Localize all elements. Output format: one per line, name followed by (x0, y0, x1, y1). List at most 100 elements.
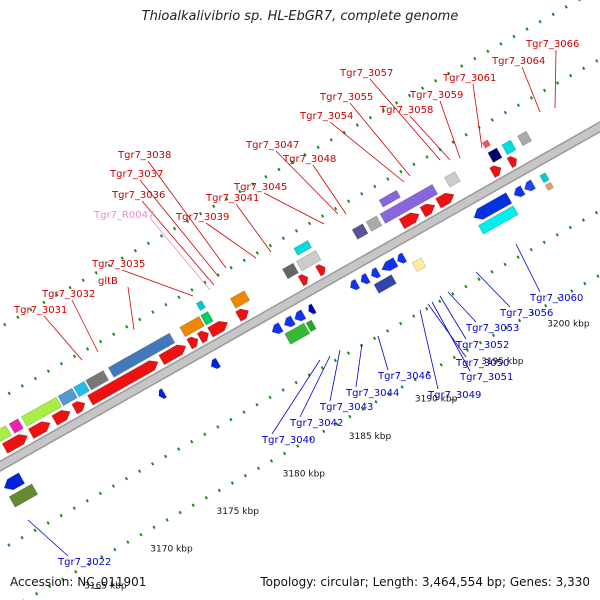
gene-feature (8, 483, 39, 508)
gene-feature (282, 262, 299, 280)
gene-feature (3, 472, 26, 491)
gene-feature (87, 360, 159, 406)
gene-feature (229, 290, 251, 309)
gene-feature (283, 315, 296, 328)
gene-feature (235, 308, 249, 322)
gene-label-reverse: Tgr7_3060 (529, 293, 583, 304)
gene-label-forward: Tgr7_3055 (319, 92, 373, 103)
gene-feature (473, 192, 513, 220)
gene-feature (158, 344, 187, 366)
gene-feature (481, 139, 491, 149)
callout-line (329, 349, 341, 402)
gene-label-forward: Tgr7_3038 (117, 150, 171, 161)
callout-line (329, 121, 405, 183)
gene-feature (179, 315, 205, 338)
callout-line (472, 83, 483, 149)
gene-label-forward: Tgr7_3032 (41, 289, 95, 300)
callout-line (43, 315, 83, 361)
genome-title: Thioalkalivibrio sp. HL-EbGR7, complete … (141, 9, 459, 24)
gene-label-reverse: Tgr7_3040 (261, 435, 315, 446)
gene-feature (506, 155, 518, 169)
gene-feature (419, 203, 436, 218)
gene-label-reverse: Tgr7_3053 (465, 323, 519, 334)
callout-line (275, 150, 339, 215)
callout-line (447, 291, 477, 323)
gene-feature (350, 278, 361, 291)
gene-feature (207, 320, 229, 338)
gene-feature (513, 185, 526, 198)
ruler-label: 3165 kbp (84, 582, 127, 592)
gene-label-reverse: Tgr7_3049 (427, 390, 481, 401)
callout-line (312, 164, 347, 215)
gene-label-reverse: Tgr7_3056 (499, 308, 553, 319)
callout-line (141, 200, 215, 286)
ruler-label: 3170 kbp (150, 544, 193, 554)
gene-label-forward: Tgr7_3058 (379, 105, 433, 116)
gene-feature (411, 257, 427, 273)
callout-line (127, 286, 135, 331)
gene-feature (85, 370, 110, 391)
gene-feature (398, 212, 420, 230)
gene-label-forward: Tgr7_3041 (205, 193, 259, 204)
callout-line (235, 203, 272, 253)
callout-line (149, 217, 211, 291)
gene-feature (373, 274, 397, 294)
callout-line (299, 355, 331, 418)
gene-feature (365, 215, 383, 232)
gene-feature (186, 336, 199, 350)
gene-feature (71, 401, 86, 415)
gene-feature (158, 388, 168, 400)
callout-line (439, 100, 461, 159)
topology-text: Topology: circular; Length: 3,464,554 bp… (260, 575, 590, 589)
gene-label-forward: Tgr7_3035 (91, 259, 145, 270)
gene-feature (200, 311, 214, 326)
gene-feature (360, 272, 371, 285)
callout-line (427, 303, 467, 358)
ruler-label: 3175 kbp (217, 507, 260, 517)
gene-label-reverse: Tgr7_3043 (319, 402, 373, 413)
callout-line (409, 115, 451, 161)
gene-feature (107, 332, 176, 378)
gene-label-forward: gltB (98, 276, 118, 287)
callout-line (355, 343, 363, 388)
gene-feature (27, 421, 51, 440)
gene-feature (489, 165, 502, 179)
gene-label-forward: Tgr7_3039 (175, 212, 229, 223)
gene-label-rna: Tgr7_R0047 (93, 210, 154, 221)
gene-feature (397, 252, 408, 264)
gene-feature (51, 409, 71, 426)
gene-feature (73, 380, 90, 398)
gene-label-forward: Tgr7_3045 (233, 182, 287, 193)
gene-feature (196, 330, 209, 344)
gene-label-reverse: Tgr7_3051 (459, 372, 513, 383)
accession-text: Accession: NC_011901 (10, 575, 147, 589)
gene-label-reverse: Tgr7_3046 (377, 371, 431, 382)
gene-feature (370, 267, 382, 279)
callout-line (147, 160, 227, 269)
gene-feature (195, 300, 206, 311)
callout-line (475, 271, 511, 308)
gene-label-forward: Tgr7_3048 (282, 154, 336, 165)
gene-label-forward: Tgr7_3066 (525, 39, 579, 50)
ruler-label: 3180 kbp (283, 469, 326, 479)
gene-feature (1, 434, 28, 454)
callout-line (515, 243, 541, 293)
gene-label-forward: Tgr7_3036 (111, 190, 165, 201)
ruler-label: 3185 kbp (349, 432, 392, 442)
gene-feature (308, 303, 317, 315)
gene-label-forward: Tgr7_3054 (299, 111, 353, 122)
backbone (0, 122, 600, 471)
gene-feature (435, 192, 455, 209)
gene-label-reverse: Tgr7_3022 (57, 557, 111, 568)
gene-feature (381, 257, 399, 272)
gene-feature (379, 183, 439, 224)
gene-label-reverse: Tgr7_3050 (455, 358, 509, 369)
callout-line (377, 335, 389, 371)
gene-label-forward: Tgr7_3059 (409, 90, 463, 101)
gene-label-forward: Tgr7_3037 (109, 169, 163, 180)
gene-feature (305, 319, 317, 333)
callout-line (349, 102, 411, 177)
callout-line (205, 222, 257, 259)
callout-line (439, 295, 467, 340)
